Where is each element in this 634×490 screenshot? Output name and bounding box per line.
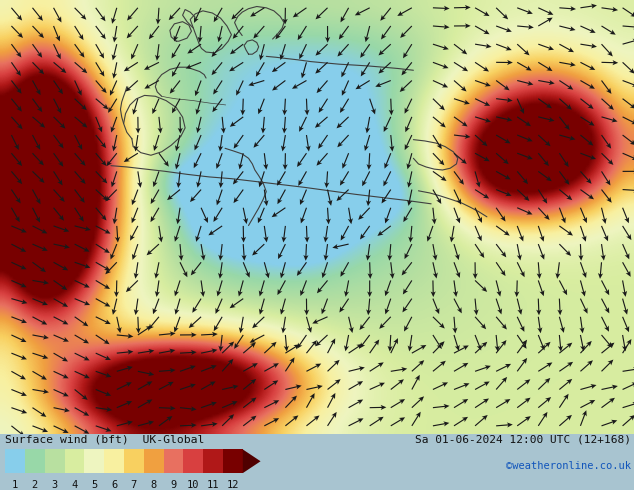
Text: 11: 11 xyxy=(207,480,219,490)
Bar xyxy=(44,449,65,473)
Text: Surface wind (bft)  UK-Global: Surface wind (bft) UK-Global xyxy=(5,435,204,445)
Bar xyxy=(84,449,104,473)
Bar xyxy=(164,449,183,473)
Text: 1: 1 xyxy=(12,480,18,490)
Text: 10: 10 xyxy=(187,480,200,490)
Text: 7: 7 xyxy=(131,480,137,490)
Text: 8: 8 xyxy=(150,480,157,490)
Text: 5: 5 xyxy=(91,480,98,490)
Text: Sa 01-06-2024 12:00 UTC (12+168): Sa 01-06-2024 12:00 UTC (12+168) xyxy=(415,435,631,445)
Bar xyxy=(203,449,223,473)
Bar xyxy=(124,449,144,473)
Bar xyxy=(25,449,44,473)
Text: 12: 12 xyxy=(227,480,239,490)
Text: ©weatheronline.co.uk: ©weatheronline.co.uk xyxy=(506,461,631,471)
Text: 3: 3 xyxy=(51,480,58,490)
Bar xyxy=(144,449,164,473)
Text: 6: 6 xyxy=(111,480,117,490)
Text: 9: 9 xyxy=(171,480,177,490)
Bar xyxy=(65,449,84,473)
Text: 4: 4 xyxy=(71,480,77,490)
Bar xyxy=(5,449,25,473)
Bar xyxy=(223,449,243,473)
Polygon shape xyxy=(243,449,261,473)
Text: 2: 2 xyxy=(32,480,38,490)
Bar xyxy=(183,449,203,473)
Bar xyxy=(104,449,124,473)
